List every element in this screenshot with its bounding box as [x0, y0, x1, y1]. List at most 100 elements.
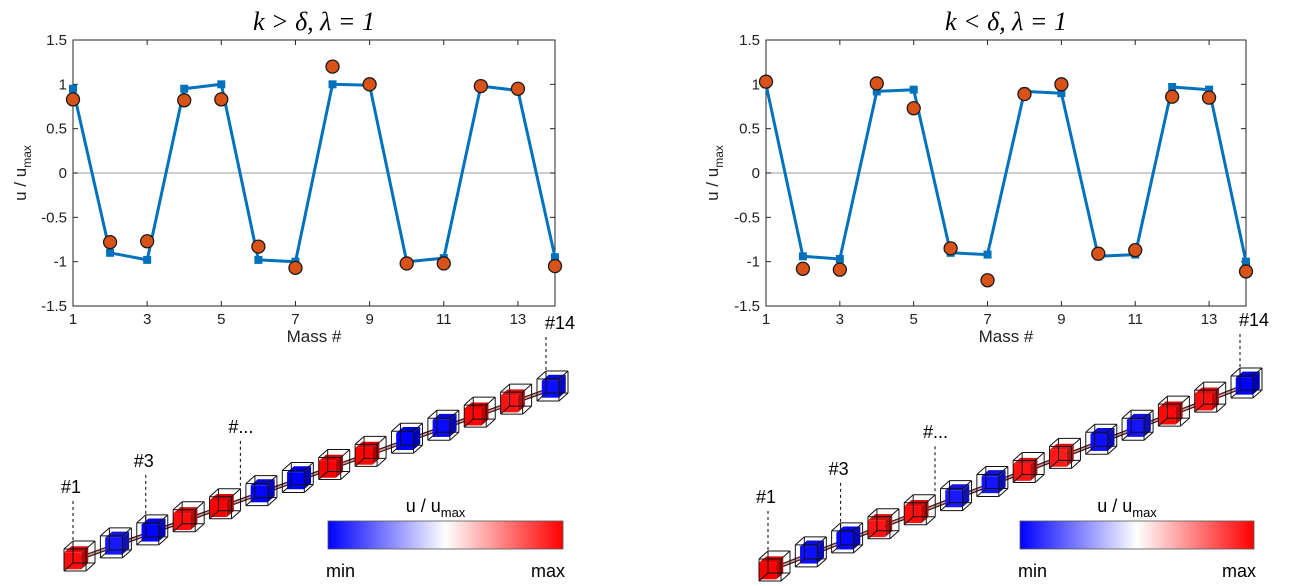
y-axis-label-main: u / u: [703, 168, 722, 201]
y-tick-label: 1: [59, 76, 67, 93]
mass-14: [536, 370, 569, 402]
mass-cage-edge: [831, 522, 841, 532]
square-marker: [180, 84, 189, 93]
circle-marker: [177, 93, 192, 108]
y-tick-label: -0.5: [734, 209, 760, 226]
mass-cube-side: [962, 484, 970, 508]
mass-10: [390, 422, 423, 454]
square-marker: [328, 80, 337, 89]
mass-cage-edge: [1121, 431, 1132, 441]
mass-cube-side: [853, 526, 861, 550]
mass-cage-edge: [485, 396, 496, 406]
circle-marker: [1054, 77, 1069, 92]
x-tick-label: 5: [217, 311, 225, 328]
mass-cage-edge: [976, 488, 987, 497]
mass-cage-edge: [158, 514, 169, 524]
mass-cube-side: [122, 531, 130, 555]
panel-right: k < δ, λ = 1-1.5-1-0.500.511.51 3 5 7 9 11 13M…: [703, 7, 1269, 582]
y-tick-label: -1: [747, 254, 760, 271]
mass-cage-edge: [231, 510, 241, 520]
mass-9: [1048, 437, 1081, 469]
colorbar-label: u / umax: [1097, 496, 1157, 520]
mass-cage-edge: [962, 502, 972, 511]
colorbar-min-label: min: [1018, 561, 1047, 581]
mass-cube-side: [1107, 427, 1115, 451]
x-tick-label: 11: [436, 311, 452, 328]
y-axis-label-sub: max: [712, 145, 726, 168]
square-marker: [835, 255, 844, 264]
colorbar-label-main: u / u: [406, 496, 441, 516]
mass-cube-side: [921, 500, 929, 524]
mass-cube-side: [1211, 387, 1219, 411]
square-marker: [143, 255, 152, 264]
mass-cage-edge: [449, 431, 460, 441]
mass-cage-edge: [867, 530, 878, 540]
square-marker: [1242, 257, 1250, 266]
mass-cage-edge: [158, 536, 169, 546]
y-tick-label: 0.5: [739, 121, 760, 138]
mass-cage-edge: [794, 558, 805, 568]
square-marker: [909, 85, 918, 94]
mass-cage-edge: [85, 562, 96, 572]
y-tick-label: -1.5: [41, 298, 67, 315]
mass-cage-edge: [136, 536, 147, 546]
mass-cage-edge: [122, 527, 132, 537]
circle-marker: [65, 92, 81, 107]
mass-cage-edge: [867, 508, 878, 518]
mass-cage-edge: [303, 462, 314, 471]
mass-cage-edge: [558, 370, 569, 380]
mass-cage-edge: [558, 392, 569, 402]
y-tick-label: -1: [54, 254, 67, 271]
mass-cage-edge: [318, 471, 329, 480]
chart-title: k > δ, λ = 1: [253, 7, 375, 36]
mass-cage-edge: [267, 475, 278, 484]
y-tick-label: 0: [59, 165, 67, 182]
x-tick-label: 11: [1127, 311, 1143, 328]
colorbar-label-sub: max: [1132, 505, 1157, 520]
mass-cage-edge: [925, 494, 936, 504]
mass-cage-edge: [1107, 445, 1118, 455]
circle-marker: [869, 76, 884, 91]
mass-cage-edge: [303, 484, 314, 493]
mass-cube-side: [1252, 371, 1260, 395]
mass-cube-side: [1066, 443, 1074, 467]
mass-cage-edge: [194, 501, 205, 511]
mass-cage-edge: [794, 536, 805, 546]
circle-marker: [943, 241, 958, 256]
circle-marker: [1238, 264, 1254, 279]
mass-cube-side: [413, 426, 421, 450]
circle-marker: [214, 92, 229, 107]
circle-marker: [1128, 242, 1143, 258]
mass-6: [245, 475, 278, 507]
circle-marker: [795, 261, 811, 276]
mass-cage-edge: [391, 422, 401, 432]
mass-cube-side: [1030, 457, 1038, 481]
mass-cage-edge: [209, 488, 219, 498]
mass-label-first: #1: [61, 477, 81, 497]
mass-cage-edge: [522, 383, 532, 393]
circle-marker: [1201, 90, 1217, 105]
mass-3: [136, 514, 169, 546]
mass-chain: [63, 370, 569, 572]
mass-cage-edge: [63, 540, 74, 550]
mass-cage-edge: [962, 480, 972, 489]
mass-cage-edge: [413, 422, 423, 432]
mass-cage-edge: [500, 383, 510, 393]
colorbar-max-label: max: [1222, 561, 1256, 581]
y-tick-label: 1.5: [46, 32, 67, 49]
square-marker: [983, 250, 992, 259]
mass-cage-edge: [1230, 389, 1241, 399]
mass-cage-edge: [816, 536, 827, 546]
mass-14: [1230, 367, 1263, 399]
mass-label-last: #14: [545, 313, 575, 333]
mass-cage-edge: [1012, 452, 1023, 461]
mass-cage-edge: [427, 409, 438, 419]
y-tick-label: 0.5: [46, 121, 67, 138]
mass-cage-edge: [1180, 417, 1190, 427]
mass-cage-edge: [1194, 381, 1205, 391]
panel-left: k > δ, λ = 1-1.5-1-0.500.511.51 3 5 7 9 11 13M…: [11, 7, 575, 581]
mass-label-third: #3: [134, 451, 154, 471]
mass-cage-edge: [1158, 417, 1168, 427]
mass-cage-edge: [354, 458, 365, 467]
